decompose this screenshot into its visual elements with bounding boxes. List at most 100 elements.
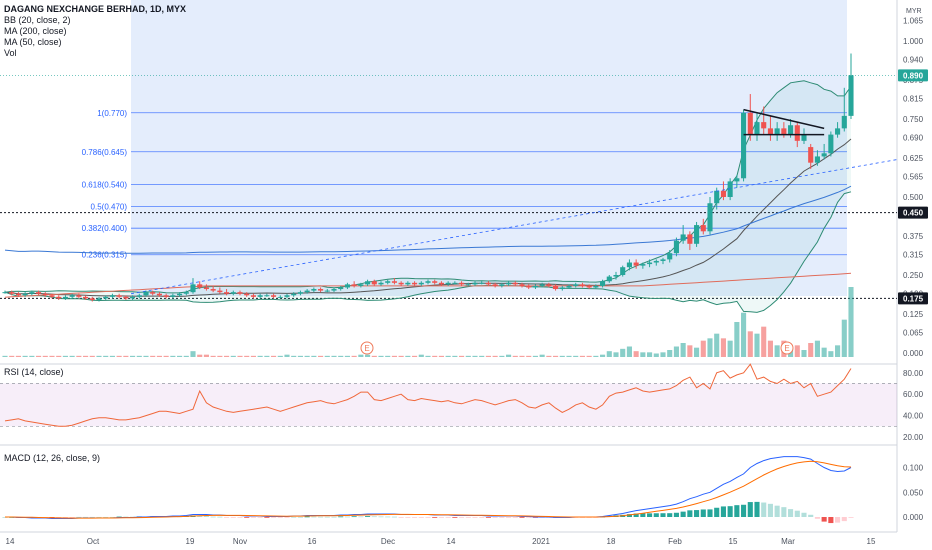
triangle-upper-line — [743, 108, 825, 130]
macd-histogram-bar — [103, 516, 109, 518]
macd-pane[interactable] — [2, 456, 854, 524]
macd-histogram-bar — [412, 517, 418, 518]
rsi-tick-label: 60.00 — [903, 390, 924, 399]
time-tick-label: 2021 — [532, 537, 550, 546]
candle-body — [526, 285, 532, 288]
price-tick-label: 0.315 — [903, 251, 924, 260]
macd-histogram-bar — [794, 510, 800, 517]
volume-bar — [566, 355, 572, 357]
candle-body — [459, 282, 465, 285]
candle-body — [318, 289, 324, 291]
candle-body — [217, 290, 223, 293]
rsi-label[interactable]: RSI (14, close) — [4, 367, 64, 377]
candle-body — [559, 287, 565, 290]
macd-histogram-bar — [230, 517, 236, 518]
candle-body — [297, 292, 303, 294]
price-tick-label: 0.125 — [903, 310, 924, 319]
macd-histogram-bar — [445, 517, 451, 518]
candle-body — [539, 284, 545, 286]
volume-bar — [573, 355, 579, 357]
fib-level-label: 0.382(0.400) — [82, 224, 128, 233]
candles[interactable] — [2, 53, 854, 302]
volume-bar — [170, 355, 176, 357]
volume-bar — [653, 353, 659, 357]
candle-body — [660, 259, 666, 261]
macd-histogram-bar — [767, 503, 773, 517]
volume-bar — [358, 354, 364, 357]
candle-body — [324, 290, 330, 292]
volume-bar — [257, 355, 263, 357]
macd-histogram-bar — [297, 516, 303, 518]
candle-body — [116, 295, 122, 297]
rsi-band-fill — [0, 383, 897, 427]
macd-histogram-bar — [358, 516, 364, 518]
macd-histogram-bar — [284, 517, 290, 518]
macd-histogram-bar — [271, 517, 277, 518]
rsi-pane[interactable] — [0, 363, 897, 427]
legend-bb[interactable]: BB (20, close, 2) — [4, 15, 71, 25]
macd-histogram-bar — [391, 516, 397, 518]
volume-bar — [774, 345, 780, 357]
candle-body — [841, 115, 847, 129]
volume-bar — [311, 355, 317, 357]
candle-body — [69, 295, 75, 297]
volume-bar — [42, 355, 48, 357]
volume-bar — [297, 355, 303, 357]
macd-histogram-bar — [418, 517, 424, 518]
fib-level-label: 0.5(0.470) — [91, 202, 128, 211]
candle-body — [835, 128, 841, 135]
candle-body — [156, 293, 162, 296]
volume-bar — [720, 338, 726, 357]
candle-body — [754, 122, 760, 135]
time-tick-label: 16 — [308, 537, 317, 546]
macd-histogram-bar — [660, 513, 666, 517]
macd-histogram-bar — [788, 509, 794, 517]
volume-bar — [767, 340, 773, 357]
candle-body — [42, 293, 48, 296]
candle-body — [385, 281, 391, 283]
macd-histogram-bar — [224, 517, 230, 518]
volume-bar — [378, 355, 384, 357]
macd-histogram-bar — [626, 514, 632, 517]
legend-ma200[interactable]: MA (200, close) — [4, 26, 67, 36]
macd-histogram-bar — [519, 517, 525, 518]
candle-body — [425, 281, 431, 283]
volume-bar — [331, 355, 337, 357]
candle-body — [244, 293, 250, 296]
candle-body — [378, 282, 384, 285]
candle-body — [438, 282, 444, 285]
volume-bar — [398, 355, 404, 357]
currency-label: MYR — [906, 8, 922, 15]
candle-body — [271, 295, 277, 297]
macd-histogram-bar — [841, 517, 847, 522]
macd-histogram-bar — [62, 517, 68, 518]
candle-body — [767, 128, 773, 135]
fibonacci-retracement[interactable]: 1(0.770) 0.786(0.645) 0.618(0.540) 0.5(0.47… — [0, 74, 897, 299]
main-legend: DAGANG NEXCHANGE BERHAD, 1D, MYX BB (20,… — [4, 4, 186, 59]
candle-body — [203, 287, 209, 290]
volume-bar — [224, 355, 230, 357]
volume-bar — [324, 355, 330, 357]
volume-bar — [190, 351, 196, 357]
volume-bar — [264, 355, 270, 357]
legend-ma50[interactable]: MA (50, close) — [4, 37, 62, 47]
candle-body — [371, 281, 377, 285]
macd-histogram-bar — [89, 516, 95, 518]
volume-bar — [606, 351, 612, 357]
macd-histogram-bar — [781, 507, 787, 517]
candle-body — [707, 203, 713, 232]
legend-title[interactable]: DAGANG NEXCHANGE BERHAD, 1D, MYX — [4, 4, 187, 14]
macd-label[interactable]: MACD (12, 26, close, 9) — [4, 453, 101, 463]
volume-bar — [526, 355, 532, 357]
price-tick-label: 0.940 — [903, 56, 924, 65]
macd-histogram-bar — [700, 509, 706, 517]
candle-body — [714, 190, 720, 204]
candle-body — [177, 293, 183, 296]
volume-bar — [600, 354, 606, 357]
macd-histogram-bar — [653, 513, 659, 517]
candle-body — [432, 281, 438, 283]
legend-vol[interactable]: Vol — [4, 48, 17, 58]
volume-bar — [432, 355, 438, 357]
volume-bar — [69, 355, 75, 357]
